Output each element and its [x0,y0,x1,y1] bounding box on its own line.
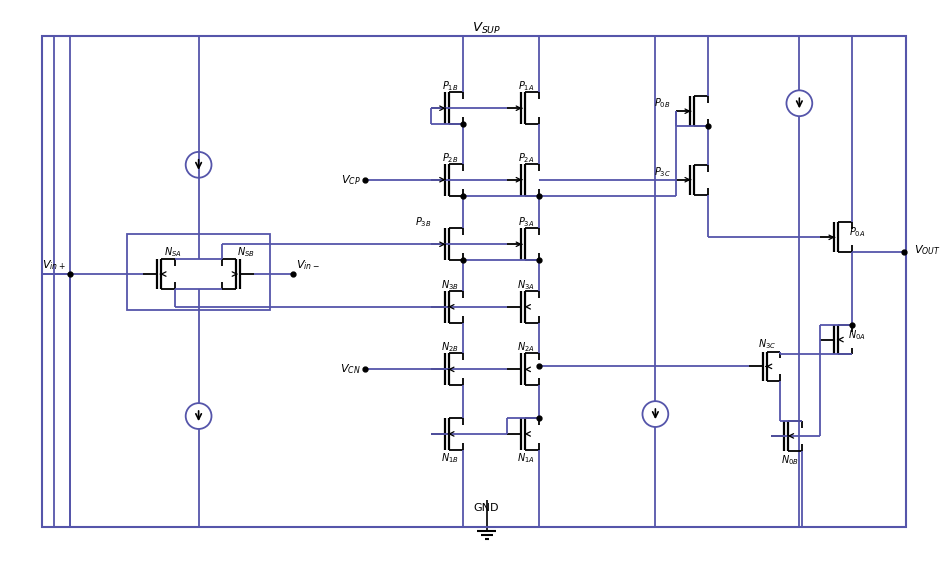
Text: $P_{0A}$: $P_{0A}$ [849,225,865,239]
Text: $P_{3A}$: $P_{3A}$ [518,215,535,229]
Text: $N_{1A}$: $N_{1A}$ [518,451,536,465]
Text: $V_{CN}$: $V_{CN}$ [339,362,360,377]
Text: $N_{2A}$: $N_{2A}$ [518,341,536,355]
Bar [127,234,270,310]
Text: $N_{2B}$: $N_{2B}$ [441,341,458,355]
Text: $P_{1A}$: $P_{1A}$ [518,79,535,93]
Text: $N_{3C}$: $N_{3C}$ [758,338,777,351]
Text: $P_{3C}$: $P_{3C}$ [653,165,670,179]
Text: $P_{1B}$: $P_{1B}$ [441,79,458,93]
Text: $V_{in+}$: $V_{in+}$ [41,259,66,272]
Text: $P_{2A}$: $P_{2A}$ [518,151,535,165]
Text: $N_{SB}$: $N_{SB}$ [238,245,256,259]
Text: $V_{SUP}$: $V_{SUP}$ [472,21,502,36]
Text: $N_{3A}$: $N_{3A}$ [518,278,536,292]
Text: $N_{3B}$: $N_{3B}$ [441,278,458,292]
Text: $P_{2B}$: $P_{2B}$ [441,151,458,165]
Text: $P_{3B}$: $P_{3B}$ [415,215,431,229]
Bar [41,36,905,527]
Text: GND: GND [473,504,499,514]
Text: $N_{SA}$: $N_{SA}$ [164,245,182,259]
Text: $P_{0B}$: $P_{0B}$ [654,96,670,110]
Text: $V_{in-}$: $V_{in-}$ [296,259,320,272]
Text: $N_{0A}$: $N_{0A}$ [848,328,866,342]
Text: $V_{CP}$: $V_{CP}$ [340,173,360,187]
Text: $N_{0B}$: $N_{0B}$ [781,453,799,466]
Text: $N_{1B}$: $N_{1B}$ [441,451,458,465]
Text: $V_{OUT}$: $V_{OUT}$ [914,243,940,257]
